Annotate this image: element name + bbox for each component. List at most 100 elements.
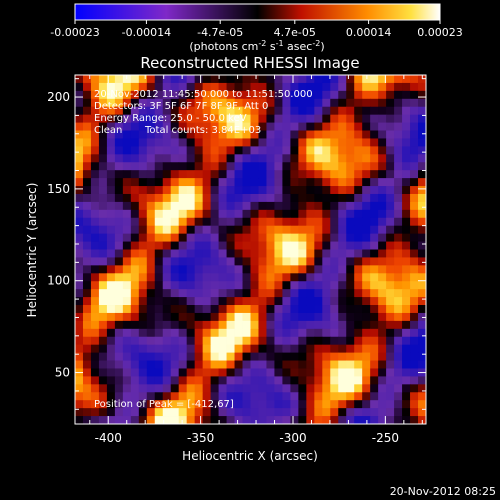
heatmap-cell: [298, 178, 307, 187]
heatmap-cell: [362, 170, 371, 179]
heatmap-cell: [354, 241, 363, 250]
heatmap-cell: [370, 75, 379, 84]
heatmap-cell: [290, 170, 299, 179]
heatmap-cell: [130, 281, 140, 290]
heatmap-cell: [146, 384, 156, 393]
heatmap-cell: [338, 273, 347, 282]
x-tick-label: -400: [95, 431, 122, 445]
heatmap-cell: [186, 257, 196, 266]
heatmap-cell: [122, 289, 132, 298]
heatmap-cell: [75, 186, 84, 195]
heatmap-cell: [146, 392, 156, 401]
heatmap-cell: [210, 82, 219, 92]
heatmap-cell: [226, 217, 235, 227]
heatmap-cell: [242, 193, 251, 203]
heatmap-cell: [370, 106, 379, 116]
heatmap-cell: [418, 138, 426, 147]
heatmap-cell: [130, 336, 140, 346]
heatmap-cell: [106, 257, 116, 266]
heatmap-cell: [330, 162, 339, 171]
heatmap-cell: [90, 265, 100, 274]
heatmap-cell: [178, 305, 188, 314]
heatmap-cell: [346, 114, 355, 123]
heatmap-cell: [378, 225, 387, 235]
heatmap-cell: [258, 360, 267, 369]
heatmap-cell: [378, 312, 387, 322]
heatmap-cell: [130, 98, 140, 108]
heatmap-cell: [170, 186, 180, 195]
heatmap-cell: [75, 312, 84, 322]
heatmap-cell: [210, 376, 219, 385]
heatmap-cell: [106, 400, 116, 409]
heatmap-cell: [418, 114, 426, 123]
heatmap-cell: [138, 186, 148, 195]
heatmap-cell: [386, 241, 395, 250]
heatmap-cell: [290, 312, 299, 322]
heatmap-cell: [266, 233, 275, 242]
heatmap-cell: [138, 336, 148, 346]
heatmap-cell: [210, 138, 219, 147]
heatmap-cell: [114, 201, 124, 211]
heatmap-cell: [258, 193, 267, 203]
heatmap-cell: [218, 416, 227, 424]
heatmap-cell: [370, 400, 379, 409]
heatmap-cell: [178, 344, 188, 354]
heatmap-cell: [346, 320, 355, 330]
heatmap-cell: [75, 376, 84, 385]
heatmap-cell: [194, 178, 204, 187]
heatmap-cell: [386, 75, 395, 84]
heatmap-cell: [314, 82, 323, 92]
heatmap-cell: [258, 312, 267, 322]
heatmap-cell: [154, 400, 164, 409]
heatmap-cell: [75, 130, 84, 139]
heatmap-cell: [346, 289, 355, 298]
heatmap-cell: [162, 75, 172, 84]
heatmap-cell: [90, 257, 100, 266]
heatmap-cell: [226, 400, 235, 409]
heatmap-cell: [346, 352, 355, 361]
heatmap-cell: [202, 289, 212, 298]
heatmap-cell: [410, 114, 419, 123]
heatmap-cell: [402, 392, 411, 401]
heatmap-cell: [314, 209, 323, 219]
heatmap-cell: [354, 178, 363, 187]
heatmap-cell: [138, 106, 148, 116]
heatmap-cell: [394, 320, 403, 330]
heatmap-cell: [154, 352, 164, 361]
heatmap-cell: [122, 217, 132, 227]
heatmap-cell: [98, 368, 108, 377]
heatmap-cell: [130, 257, 140, 266]
heatmap-cell: [410, 146, 419, 155]
heatmap-cell: [186, 90, 196, 100]
heatmap-cell: [370, 384, 379, 393]
heatmap-cell: [106, 90, 116, 100]
heatmap-cell: [194, 392, 204, 401]
heatmap-cell: [322, 122, 331, 131]
heatmap-cell: [82, 170, 92, 179]
heatmap-cell: [82, 312, 92, 322]
heatmap-cell: [354, 146, 363, 155]
heatmap-cell: [114, 106, 124, 116]
heatmap-cell: [210, 281, 219, 290]
heatmap-cell: [98, 241, 108, 250]
heatmap-cell: [314, 122, 323, 131]
heatmap-cell: [122, 312, 132, 322]
heatmap-cell: [418, 257, 426, 266]
heatmap-cell: [274, 392, 283, 401]
heatmap-cell: [90, 249, 100, 258]
heatmap-cell: [410, 98, 419, 108]
heatmap-cell: [218, 106, 227, 116]
heatmap-cell: [370, 257, 379, 266]
heatmap-cell: [106, 368, 116, 377]
heatmap-cell: [170, 305, 180, 314]
heatmap-cell: [90, 154, 100, 163]
heatmap-cell: [130, 416, 140, 424]
heatmap-cell: [162, 336, 172, 346]
heatmap-cell: [346, 344, 355, 354]
heatmap-cell: [218, 392, 227, 401]
heatmap-cell: [98, 297, 108, 306]
heatmap-cell: [186, 98, 196, 108]
heatmap-cell: [338, 170, 347, 179]
heatmap-cell: [130, 170, 140, 179]
heatmap-cell: [346, 233, 355, 242]
